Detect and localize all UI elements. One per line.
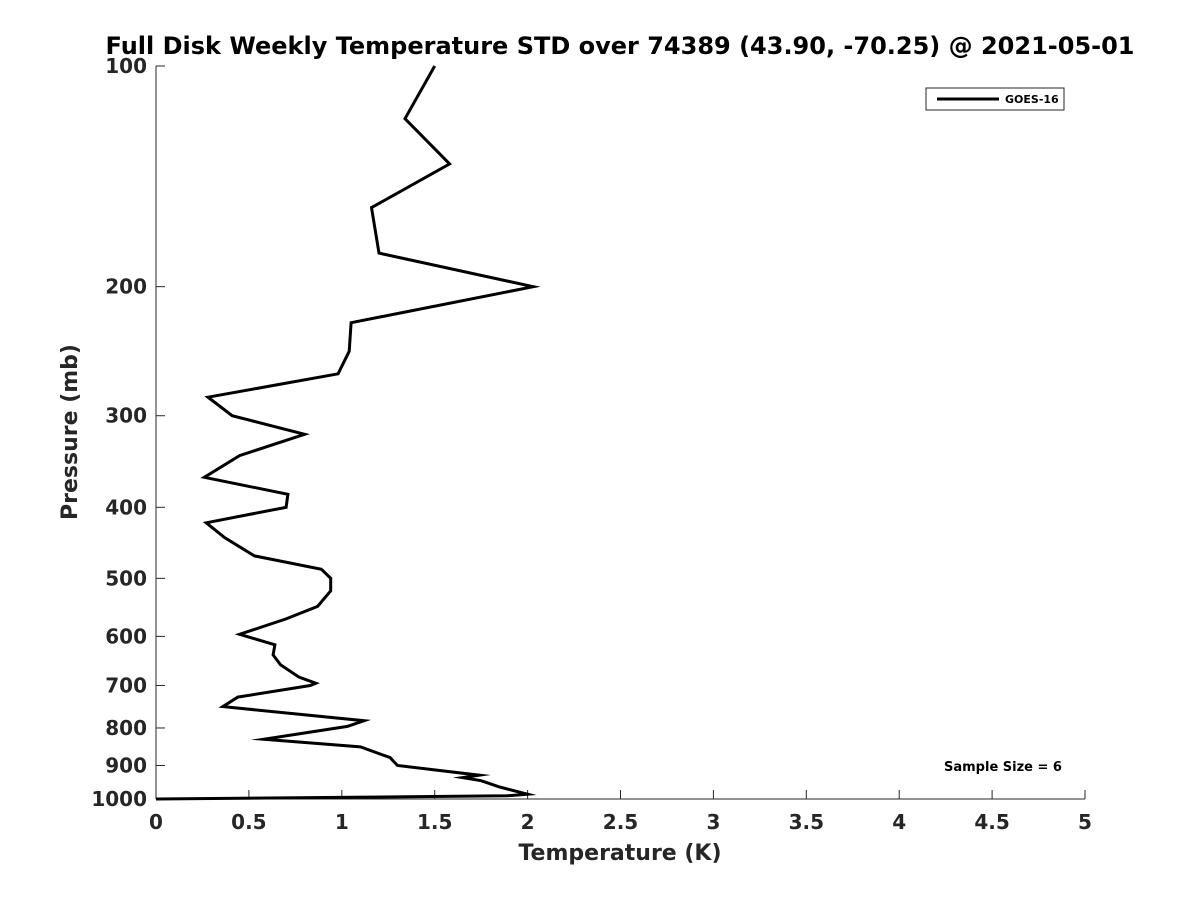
x-tick-label: 2.5 bbox=[603, 810, 638, 834]
x-tick-label: 5 bbox=[1078, 810, 1092, 834]
y-tick-label: 700 bbox=[105, 673, 147, 697]
y-tick-label: 300 bbox=[105, 404, 147, 428]
x-tick-label: 4 bbox=[892, 810, 906, 834]
series-line-goes-16 bbox=[155, 65, 541, 801]
sample-size-annotation: Sample Size = 6 bbox=[944, 760, 1062, 775]
y-tick-label: 1000 bbox=[91, 787, 147, 811]
x-tick-label: 3 bbox=[706, 810, 720, 834]
chart-title: Full Disk Weekly Temperature STD over 74… bbox=[106, 32, 1135, 60]
y-tick-label: 600 bbox=[105, 624, 147, 648]
x-tick-label: 2 bbox=[521, 810, 535, 834]
x-tick-label: 3.5 bbox=[789, 810, 824, 834]
y-axis-label: Pressure (mb) bbox=[58, 344, 83, 520]
y-tick-label: 900 bbox=[105, 753, 147, 777]
y-tick-label: 100 bbox=[105, 54, 147, 78]
x-tick-label: 0.5 bbox=[231, 810, 266, 834]
y-tick-label: 800 bbox=[105, 716, 147, 740]
legend-label-goes-16: GOES-16 bbox=[1005, 93, 1059, 106]
x-tick-label: 0 bbox=[149, 810, 163, 834]
plot-area: 0 0.5 1 1.5 2 2.5 3 3.5 4 4.5 5 100 200 300 400 500 600 7… bbox=[91, 54, 1092, 834]
y-tick-label: 200 bbox=[105, 275, 147, 299]
y-tick-label: 500 bbox=[105, 566, 147, 590]
y-tick-label: 400 bbox=[105, 495, 147, 519]
x-axis-label: Temperature (K) bbox=[518, 841, 721, 866]
x-tick-label: 4.5 bbox=[974, 810, 1009, 834]
x-tick-label: 1.5 bbox=[417, 810, 452, 834]
x-tick-label: 1 bbox=[335, 810, 349, 834]
legend: GOES-16 bbox=[925, 87, 1065, 111]
